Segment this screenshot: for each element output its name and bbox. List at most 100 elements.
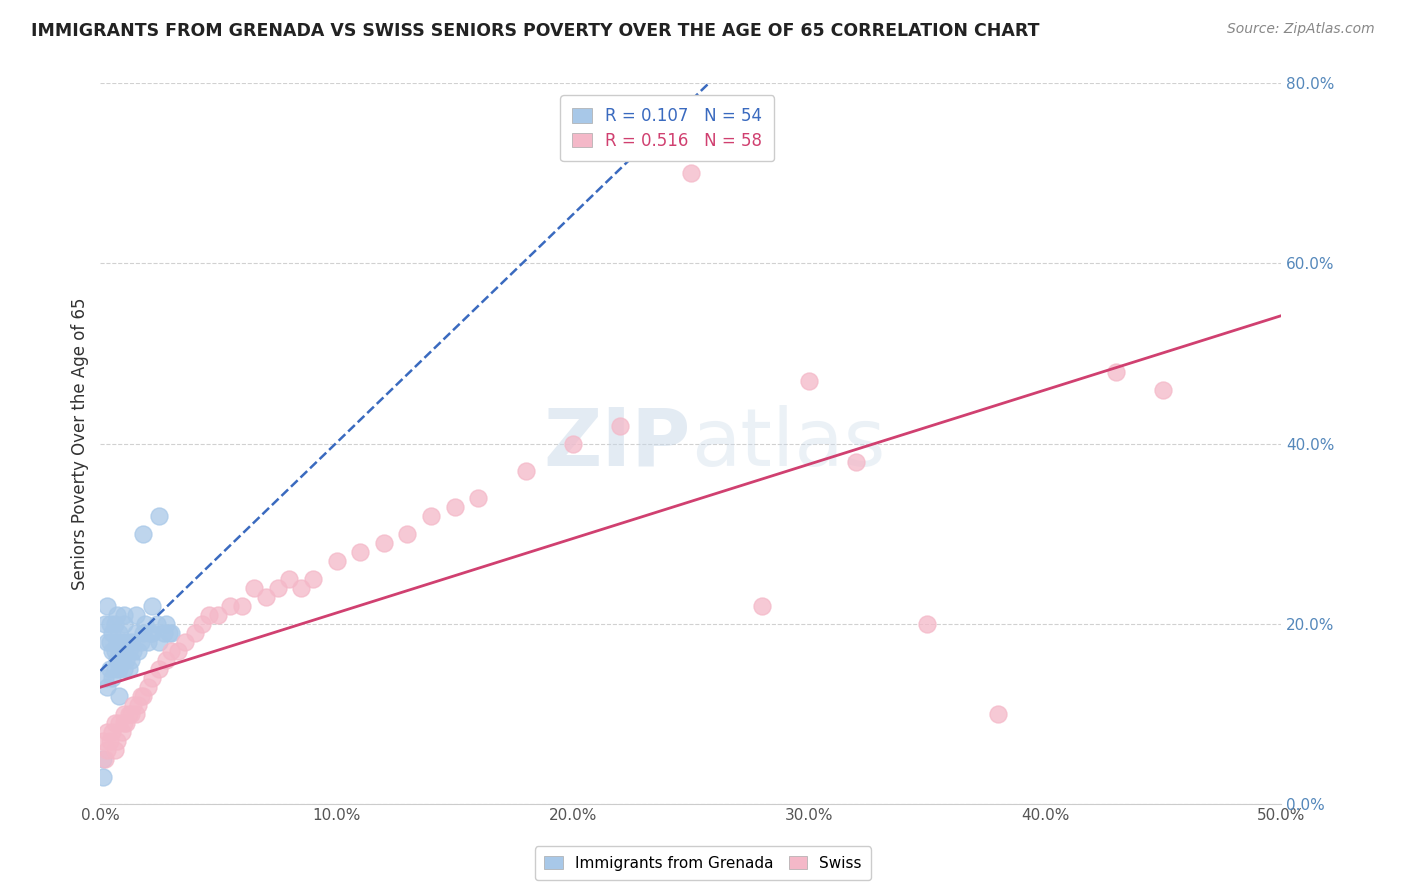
Point [108,643,131,657]
Point [108,715,131,730]
Point [797,374,820,388]
Point [120,706,142,721]
Text: atlas: atlas [690,405,886,483]
Point [146,616,169,631]
Point [98,616,121,631]
Point [373,535,395,549]
Point [94,616,117,631]
Point [94,671,117,685]
Point [98,733,121,747]
Point [207,607,229,622]
Point [112,715,135,730]
Point [148,662,170,676]
Point [129,634,152,648]
Point [266,581,288,595]
Point [443,500,465,514]
Legend: Immigrants from Grenada, Swiss: Immigrants from Grenada, Swiss [536,847,870,880]
Point [96,680,118,694]
Point [101,643,124,657]
Point [278,572,301,586]
Point [160,625,183,640]
Point [290,581,312,595]
Point [122,643,145,657]
Point [174,634,197,648]
Point [302,572,325,586]
Point [120,634,142,648]
Point [679,166,702,180]
Point [110,724,132,739]
Point [120,652,142,666]
Point [219,599,242,613]
Point [127,643,149,657]
Point [96,634,118,648]
Point [254,590,277,604]
Text: ZIP: ZIP [544,405,690,483]
Point [110,652,132,666]
Point [153,625,176,640]
Point [751,599,773,613]
Point [243,581,266,595]
Point [132,625,155,640]
Point [160,643,183,657]
Point [167,643,190,657]
Point [609,418,631,433]
Point [1105,364,1128,378]
Point [112,662,135,676]
Point [118,662,141,676]
Point [561,436,583,450]
Point [115,652,138,666]
Point [91,733,114,747]
Point [987,706,1010,721]
Point [184,625,207,640]
Point [155,616,177,631]
Text: Source: ZipAtlas.com: Source: ZipAtlas.com [1227,22,1375,37]
Point [1152,383,1174,397]
Point [325,553,347,567]
Point [148,634,170,648]
Point [845,454,868,468]
Point [141,625,163,640]
Point [231,599,253,613]
Point [103,662,125,676]
Point [132,689,155,703]
Point [96,599,118,613]
Point [148,508,170,523]
Point [96,724,118,739]
Point [103,616,125,631]
Point [118,643,141,657]
Point [396,526,419,541]
Point [118,706,141,721]
Point [101,671,124,685]
Point [108,625,131,640]
Point [129,689,152,703]
Point [122,698,145,712]
Point [127,698,149,712]
Point [125,607,148,622]
Point [105,733,128,747]
Point [105,652,128,666]
Point [515,464,537,478]
Point [157,625,180,640]
Point [91,751,114,765]
Point [103,643,125,657]
Point [110,634,132,648]
Point [112,616,135,631]
Point [112,607,135,622]
Point [132,526,155,541]
Text: IMMIGRANTS FROM GRENADA VS SWISS SENIORS POVERTY OVER THE AGE OF 65 CORRELATION : IMMIGRANTS FROM GRENADA VS SWISS SENIORS… [31,22,1039,40]
Point [115,634,138,648]
Point [101,724,124,739]
Point [191,616,214,631]
Point [103,715,125,730]
Y-axis label: Seniors Poverty Over the Age of 65: Seniors Poverty Over the Age of 65 [72,297,89,590]
Point [115,715,138,730]
Point [91,770,114,784]
Point [105,607,128,622]
Point [141,671,163,685]
Point [98,634,121,648]
Point [98,662,121,676]
Point [420,508,443,523]
Point [112,706,135,721]
Point [141,599,163,613]
Point [349,544,371,558]
